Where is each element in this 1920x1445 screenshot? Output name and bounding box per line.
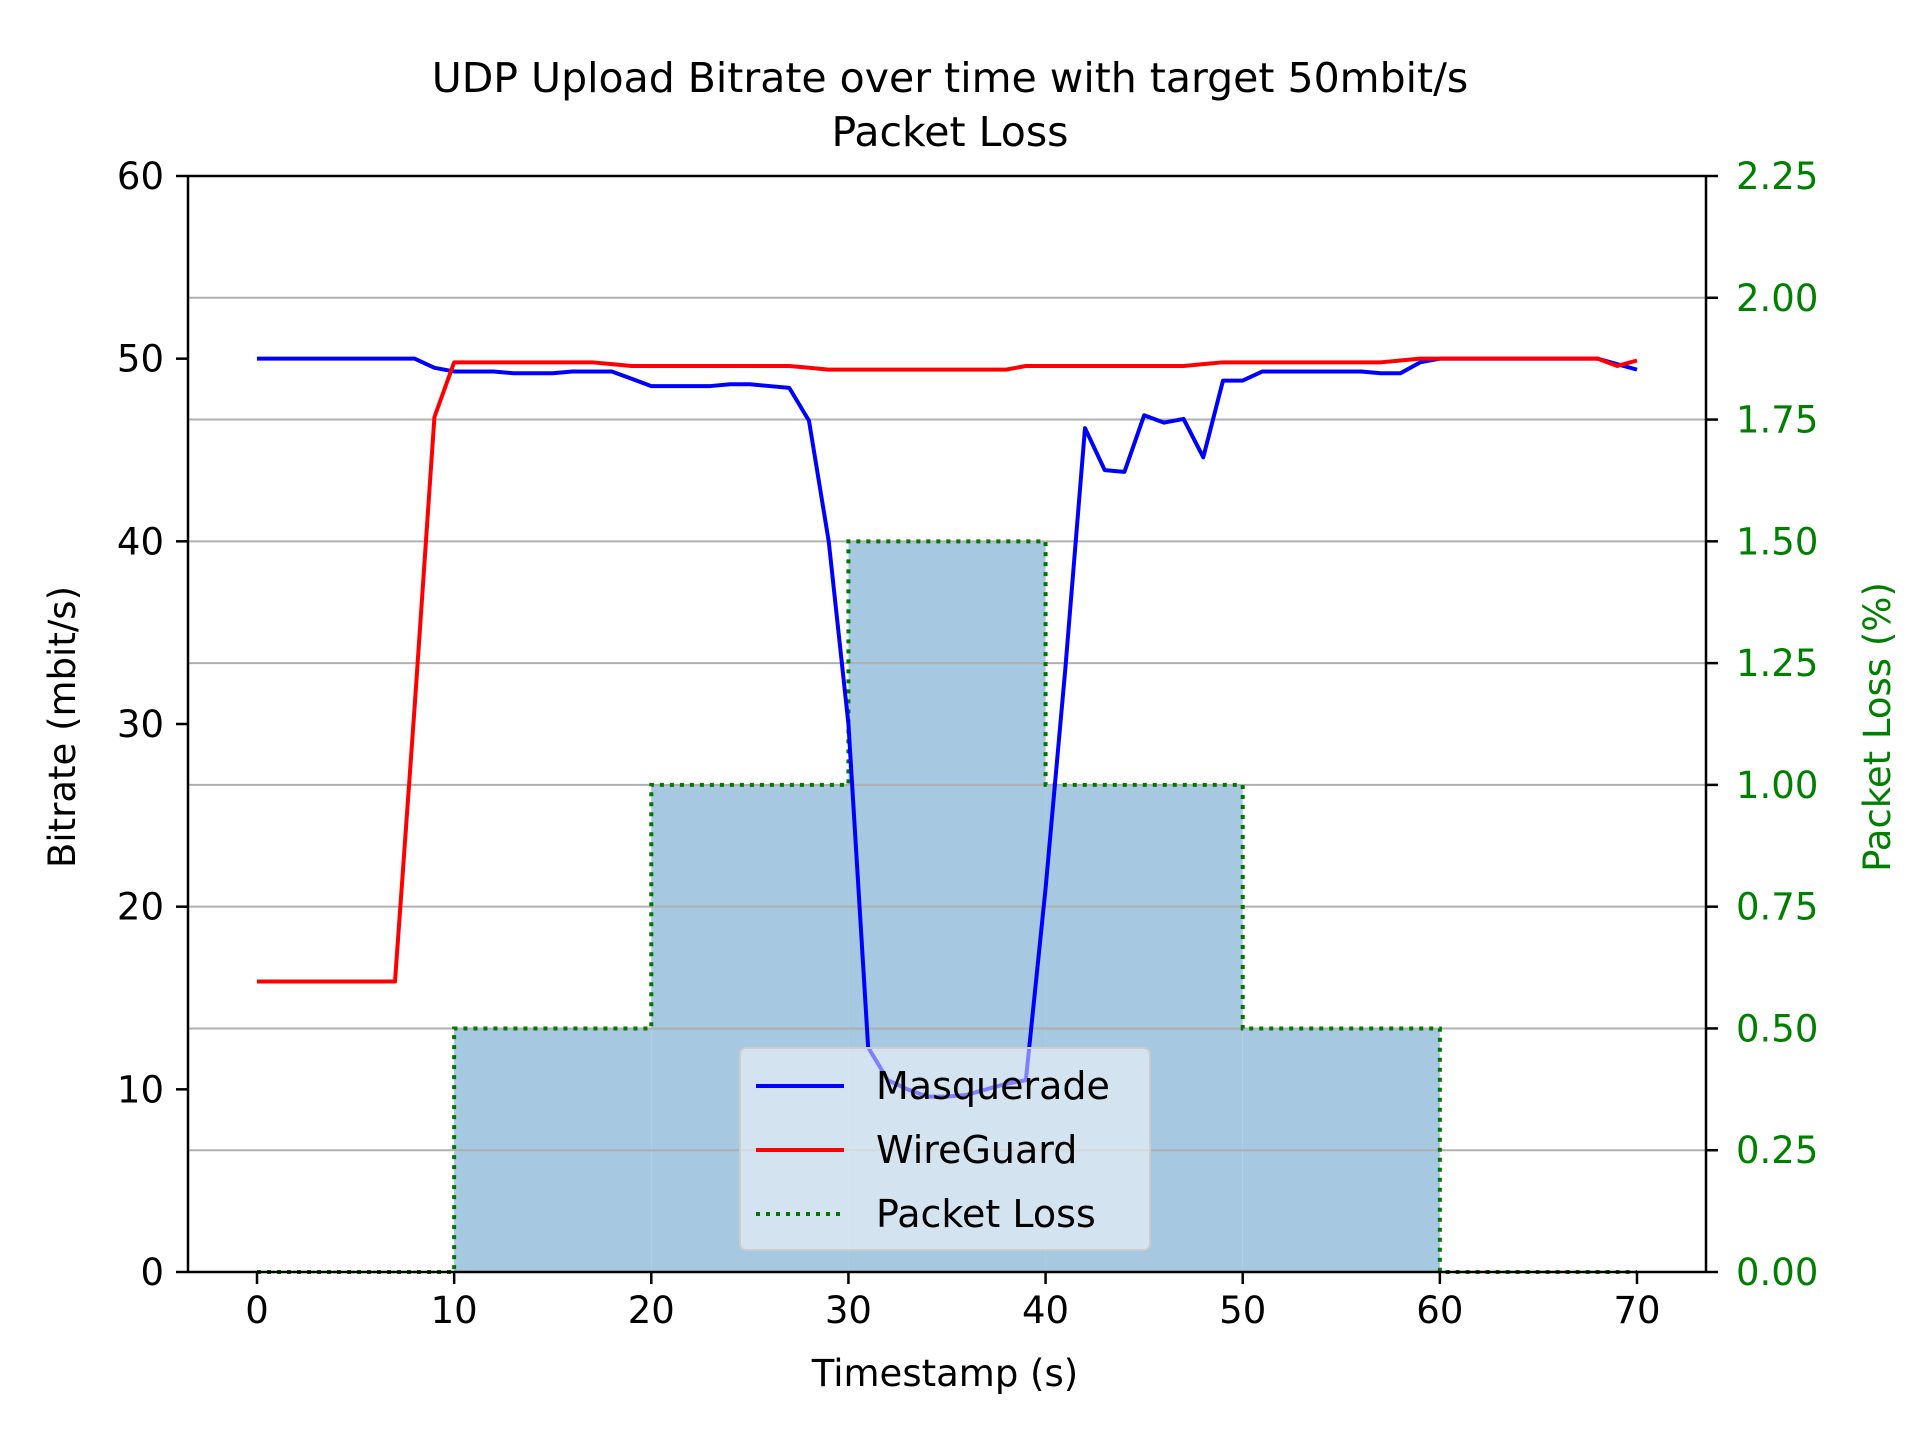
y2-tick-label: 0.75 [1736, 886, 1818, 929]
y-axis-label: Bitrate (mbit/s) [41, 586, 84, 868]
axes-layer: 0 10 20 30 40 50 60 70 0 10 20 30 40 50 60 0.00 0.25 0.50… [117, 155, 1818, 1332]
legend-label: Packet Loss [876, 1192, 1096, 1236]
x-tick-label: 70 [1613, 1289, 1660, 1332]
x-axis-label: Timestamp (s) [811, 1352, 1078, 1395]
y2-tick-label: 0.50 [1736, 1007, 1818, 1050]
y2-tick-label: 0.25 [1736, 1129, 1818, 1172]
y2-tick-label: 1.75 [1736, 399, 1818, 442]
chart-title: UDP Upload Bitrate over time with target… [432, 54, 1469, 102]
x-tick-label: 10 [431, 1289, 478, 1332]
y2-tick-label: 1.50 [1736, 520, 1818, 563]
y2-axis-label: Packet Loss (%) [1856, 582, 1899, 872]
x-tick-label: 30 [825, 1289, 872, 1332]
y-tick-label: 60 [117, 155, 164, 198]
y2-tick-label: 2.00 [1736, 277, 1818, 320]
y-tick-label: 50 [117, 338, 164, 381]
x-tick-label: 0 [245, 1289, 269, 1332]
y-tick-label: 0 [140, 1251, 164, 1294]
y-tick-label: 20 [117, 886, 164, 929]
packet-loss-line [257, 539, 1637, 1274]
y2-tick-label: 0.00 [1736, 1251, 1818, 1294]
legend-label: WireGuard [876, 1128, 1077, 1172]
wireguard-line [257, 356, 1638, 984]
y2-tick-label: 1.25 [1736, 642, 1818, 685]
legend-label: Masquerade [876, 1064, 1110, 1108]
y-tick-label: 30 [117, 703, 164, 746]
y2-tick-label: 2.25 [1736, 155, 1818, 198]
y-tick-label: 40 [117, 520, 164, 563]
x-tick-label: 60 [1416, 1289, 1463, 1332]
x-tick-label: 40 [1022, 1289, 1069, 1332]
x-tick-label: 50 [1219, 1289, 1266, 1332]
y2-tick-label: 1.00 [1736, 764, 1818, 807]
legend: Masquerade WireGuard Packet Loss [739, 1047, 1151, 1251]
x-tick-label: 20 [628, 1289, 675, 1332]
y-tick-label: 10 [117, 1068, 164, 1111]
chart-subtitle: Packet Loss [831, 108, 1068, 156]
legend-box [739, 1047, 1151, 1251]
